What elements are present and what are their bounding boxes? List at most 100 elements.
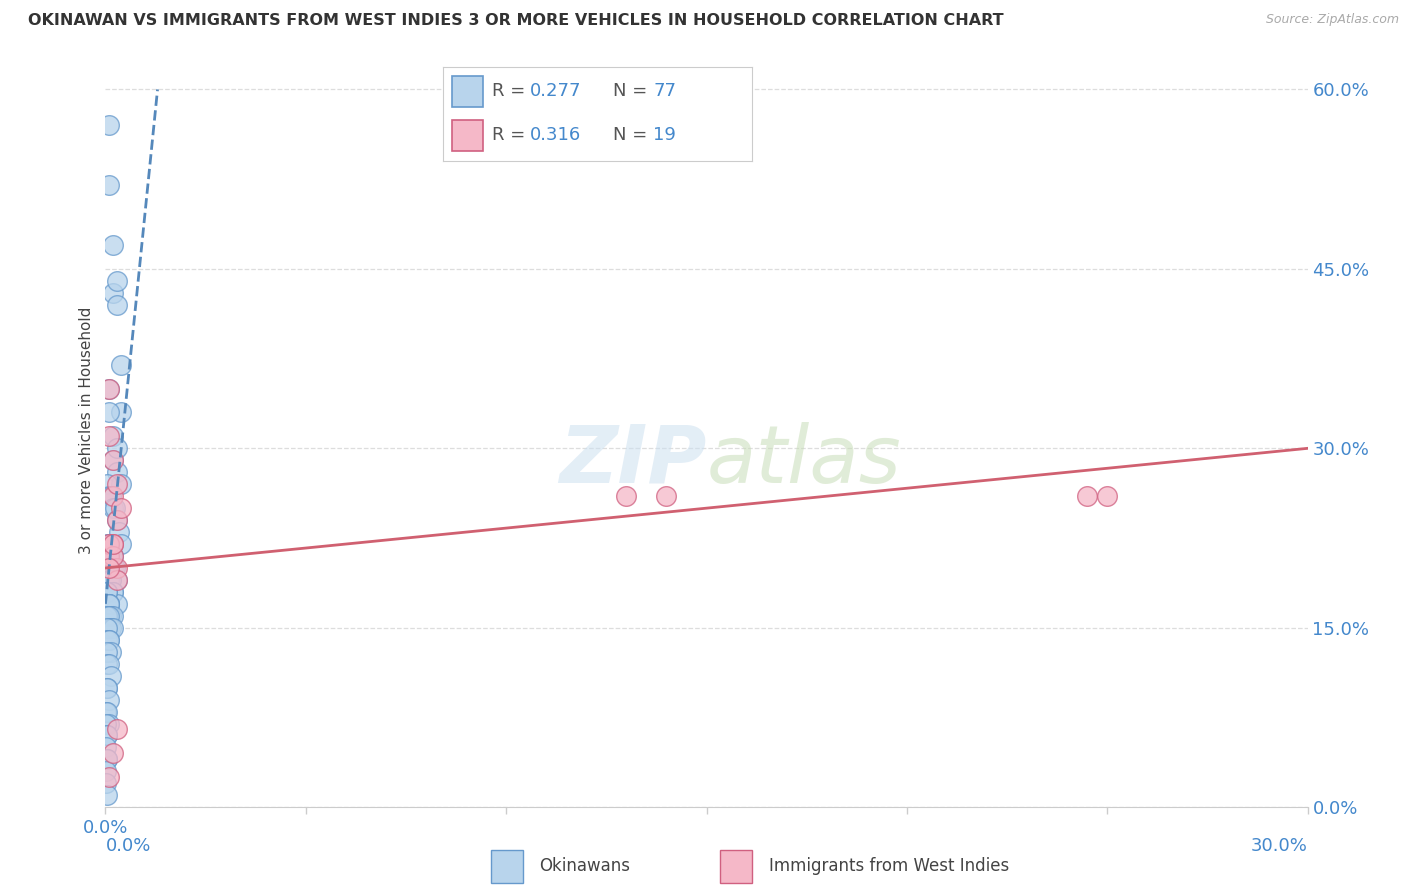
Point <box>103 429 125 443</box>
Point <box>96 764 118 779</box>
Point <box>110 405 132 419</box>
Point <box>103 489 125 503</box>
Point <box>96 776 118 790</box>
Point <box>96 657 118 671</box>
Text: OKINAWAN VS IMMIGRANTS FROM WEST INDIES 3 OR MORE VEHICLES IN HOUSEHOLD CORRELAT: OKINAWAN VS IMMIGRANTS FROM WEST INDIES … <box>28 13 1004 29</box>
Point <box>107 513 129 527</box>
Point <box>96 561 118 575</box>
Point <box>110 501 132 516</box>
Point <box>96 729 118 743</box>
Point <box>96 740 118 755</box>
Point <box>96 789 118 803</box>
Point <box>107 465 129 479</box>
Point <box>96 716 118 731</box>
Text: 30.0%: 30.0% <box>1251 837 1308 855</box>
Point <box>98 382 121 396</box>
Point <box>103 537 125 551</box>
Point <box>103 561 125 575</box>
Point <box>98 549 121 563</box>
FancyBboxPatch shape <box>491 850 523 883</box>
Text: N =: N = <box>613 82 652 100</box>
Text: R =: R = <box>492 82 531 100</box>
Point <box>96 608 118 623</box>
Point <box>103 501 125 516</box>
Text: 0.316: 0.316 <box>530 127 581 145</box>
Point <box>96 621 118 635</box>
Point <box>104 561 127 575</box>
FancyBboxPatch shape <box>720 850 752 883</box>
Point <box>96 537 118 551</box>
Point <box>100 549 122 563</box>
Point <box>616 489 638 503</box>
Point <box>98 770 121 784</box>
Point <box>96 681 118 695</box>
FancyBboxPatch shape <box>453 120 484 152</box>
Point <box>103 285 125 300</box>
Point <box>110 358 132 372</box>
Point <box>103 608 125 623</box>
Text: 0.0%: 0.0% <box>105 837 150 855</box>
Point <box>107 597 129 611</box>
Text: Okinawans: Okinawans <box>538 857 630 875</box>
Point <box>98 549 121 563</box>
Point <box>103 537 125 551</box>
Text: 19: 19 <box>654 127 676 145</box>
Point <box>98 573 121 587</box>
Point <box>96 752 118 766</box>
Point <box>110 477 132 491</box>
Point <box>98 597 121 611</box>
Point <box>96 585 118 599</box>
Point <box>100 668 122 682</box>
Point <box>96 705 118 719</box>
Point <box>98 537 121 551</box>
Text: ZIP: ZIP <box>560 422 707 500</box>
Point <box>100 645 122 659</box>
Point <box>96 608 118 623</box>
Point <box>107 723 129 737</box>
Point <box>98 573 121 587</box>
Point <box>107 561 129 575</box>
Text: Source: ZipAtlas.com: Source: ZipAtlas.com <box>1265 13 1399 27</box>
Point <box>103 238 125 252</box>
Point <box>98 716 121 731</box>
Point <box>100 621 122 635</box>
Point <box>98 429 121 443</box>
Text: 77: 77 <box>654 82 676 100</box>
Point <box>100 489 122 503</box>
Point <box>103 549 125 563</box>
Point <box>98 597 121 611</box>
Point <box>107 477 129 491</box>
Text: 0.277: 0.277 <box>530 82 581 100</box>
Point <box>1076 489 1098 503</box>
Point <box>98 657 121 671</box>
Text: atlas: atlas <box>707 422 901 500</box>
Point <box>107 274 129 288</box>
Point <box>98 561 121 575</box>
Point <box>103 585 125 599</box>
Point <box>107 573 129 587</box>
Point <box>98 692 121 706</box>
Point <box>107 298 129 312</box>
Point <box>103 621 125 635</box>
Text: N =: N = <box>613 127 652 145</box>
Point <box>103 453 125 467</box>
Point <box>98 382 121 396</box>
Text: R =: R = <box>492 127 531 145</box>
Point <box>100 608 122 623</box>
Y-axis label: 3 or more Vehicles in Household: 3 or more Vehicles in Household <box>79 307 94 554</box>
Point <box>96 632 118 647</box>
Point <box>655 489 678 503</box>
Point <box>98 632 121 647</box>
Point <box>107 573 129 587</box>
Point <box>107 442 129 456</box>
Point <box>103 585 125 599</box>
Point <box>96 585 118 599</box>
Point <box>100 573 122 587</box>
Point <box>110 537 132 551</box>
Point <box>96 705 118 719</box>
Text: Immigrants from West Indies: Immigrants from West Indies <box>769 857 1008 875</box>
Point <box>103 549 125 563</box>
Point <box>98 489 121 503</box>
Point <box>96 752 118 766</box>
Point <box>98 118 121 132</box>
